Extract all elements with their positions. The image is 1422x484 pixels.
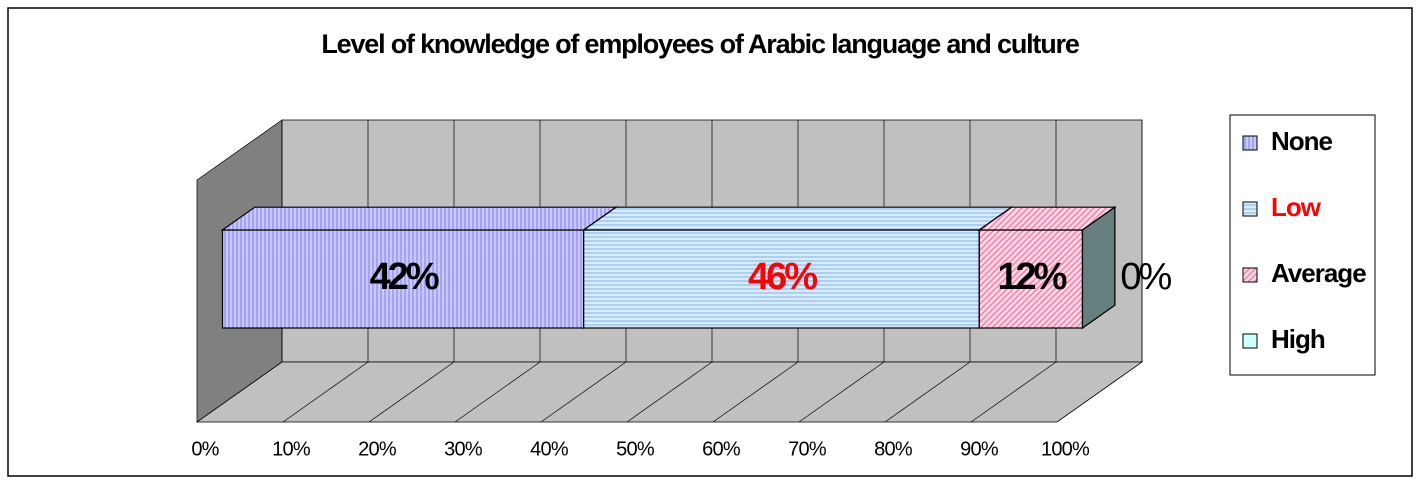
data-label: 42% <box>370 256 439 298</box>
x-tick-label: 0% <box>191 438 219 460</box>
floor-grid-line <box>282 361 369 423</box>
x-tick-label: 30% <box>444 438 483 460</box>
data-label: 46% <box>748 256 817 298</box>
floor-grid-line <box>712 361 799 423</box>
x-tick-label: 40% <box>530 438 569 460</box>
x-tick-label: 20% <box>358 438 397 460</box>
floor-grid-line <box>540 361 627 423</box>
x-tick-label: 50% <box>616 438 655 460</box>
bar-top <box>220 206 618 231</box>
floor-grid-line <box>884 361 971 423</box>
x-tick-label: 10% <box>272 438 311 460</box>
floor-grid-line <box>196 361 283 423</box>
legend-label: None <box>1271 126 1333 156</box>
legend-swatch <box>1242 333 1258 349</box>
x-tick-label: 80% <box>874 438 913 460</box>
legend-swatch <box>1242 201 1258 217</box>
bar-side-shade <box>1082 207 1115 328</box>
legend-swatch <box>1242 135 1258 151</box>
x-tick-label: 90% <box>960 438 999 460</box>
legend <box>1229 114 1376 376</box>
legend-label: Average <box>1271 258 1366 288</box>
legend-swatch <box>1242 267 1258 283</box>
x-tick-label: 100% <box>1041 438 1090 460</box>
x-tick-label: 60% <box>702 438 741 460</box>
legend-label: Low <box>1271 192 1322 222</box>
floor-grid-line <box>1056 361 1143 423</box>
x-tick-label: 70% <box>788 438 827 460</box>
floor-grid-line <box>454 361 541 423</box>
legend-label: High <box>1271 324 1325 354</box>
data-label: 0% <box>1120 256 1171 298</box>
bar <box>583 229 980 329</box>
floor-grid-line <box>626 361 713 423</box>
floor-grid-line <box>798 361 885 423</box>
chart-title: Level of knowledge of employees of Arabi… <box>321 29 1079 59</box>
bar-top <box>581 206 1014 231</box>
floor-grid-line <box>970 361 1057 423</box>
bar <box>978 229 1084 329</box>
bar <box>221 229 585 329</box>
data-label: 12% <box>997 256 1066 298</box>
floor-grid-line <box>368 361 455 423</box>
